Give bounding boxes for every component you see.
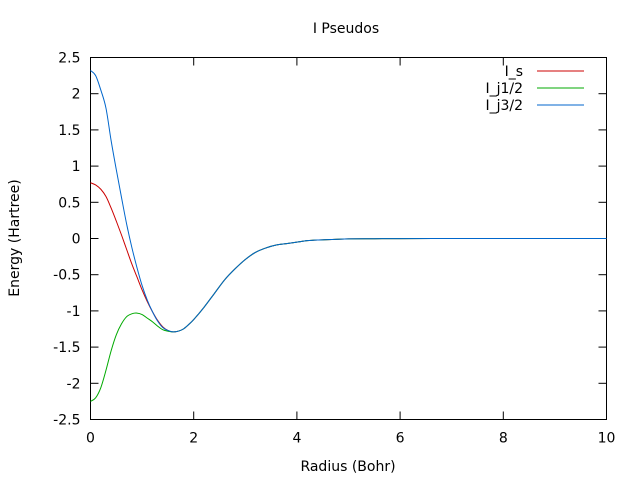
y-tick-label: -1.5	[53, 340, 80, 356]
legend: I_sI_j1/2I_j3/2	[485, 64, 584, 114]
y-tick-label: 1	[72, 159, 81, 175]
y-tick-label: 2	[72, 87, 81, 103]
legend-label: I_j3/2	[485, 98, 523, 114]
series-line-2	[90, 70, 607, 333]
series-line-1	[90, 237, 607, 402]
x-tick-label: 2	[189, 431, 198, 447]
x-tick-label: 0	[86, 431, 95, 447]
x-tick-label: 10	[598, 431, 616, 447]
x-tick-label: 6	[396, 431, 405, 447]
y-tick-label: -2	[67, 376, 81, 392]
x-axis-title: Radius (Bohr)	[300, 459, 395, 475]
chart-title: I Pseudos	[313, 21, 379, 37]
legend-label: I_s	[505, 64, 523, 80]
series-lines	[90, 70, 607, 402]
y-tick-label: -1	[67, 304, 81, 320]
x-axis: 0 2 4 6 8 10	[86, 57, 616, 447]
y-tick-label: 2.5	[58, 51, 80, 67]
y-axis: 2.5 2 1.5 1 0.5 0 -0.5 -1 -1.5 -2 -2.5	[53, 51, 607, 429]
y-tick-label: -0.5	[53, 268, 80, 284]
series-line-0	[90, 182, 607, 333]
y-tick-label: 0	[72, 232, 81, 248]
legend-label: I_j1/2	[485, 81, 523, 97]
y-axis-title: Energy (Hartree)	[7, 179, 23, 296]
y-tick-label: 1.5	[58, 123, 80, 139]
x-tick-label: 8	[499, 431, 508, 447]
y-tick-label: 0.5	[58, 195, 80, 211]
x-tick-label: 4	[292, 431, 301, 447]
y-tick-label: -2.5	[53, 413, 80, 429]
